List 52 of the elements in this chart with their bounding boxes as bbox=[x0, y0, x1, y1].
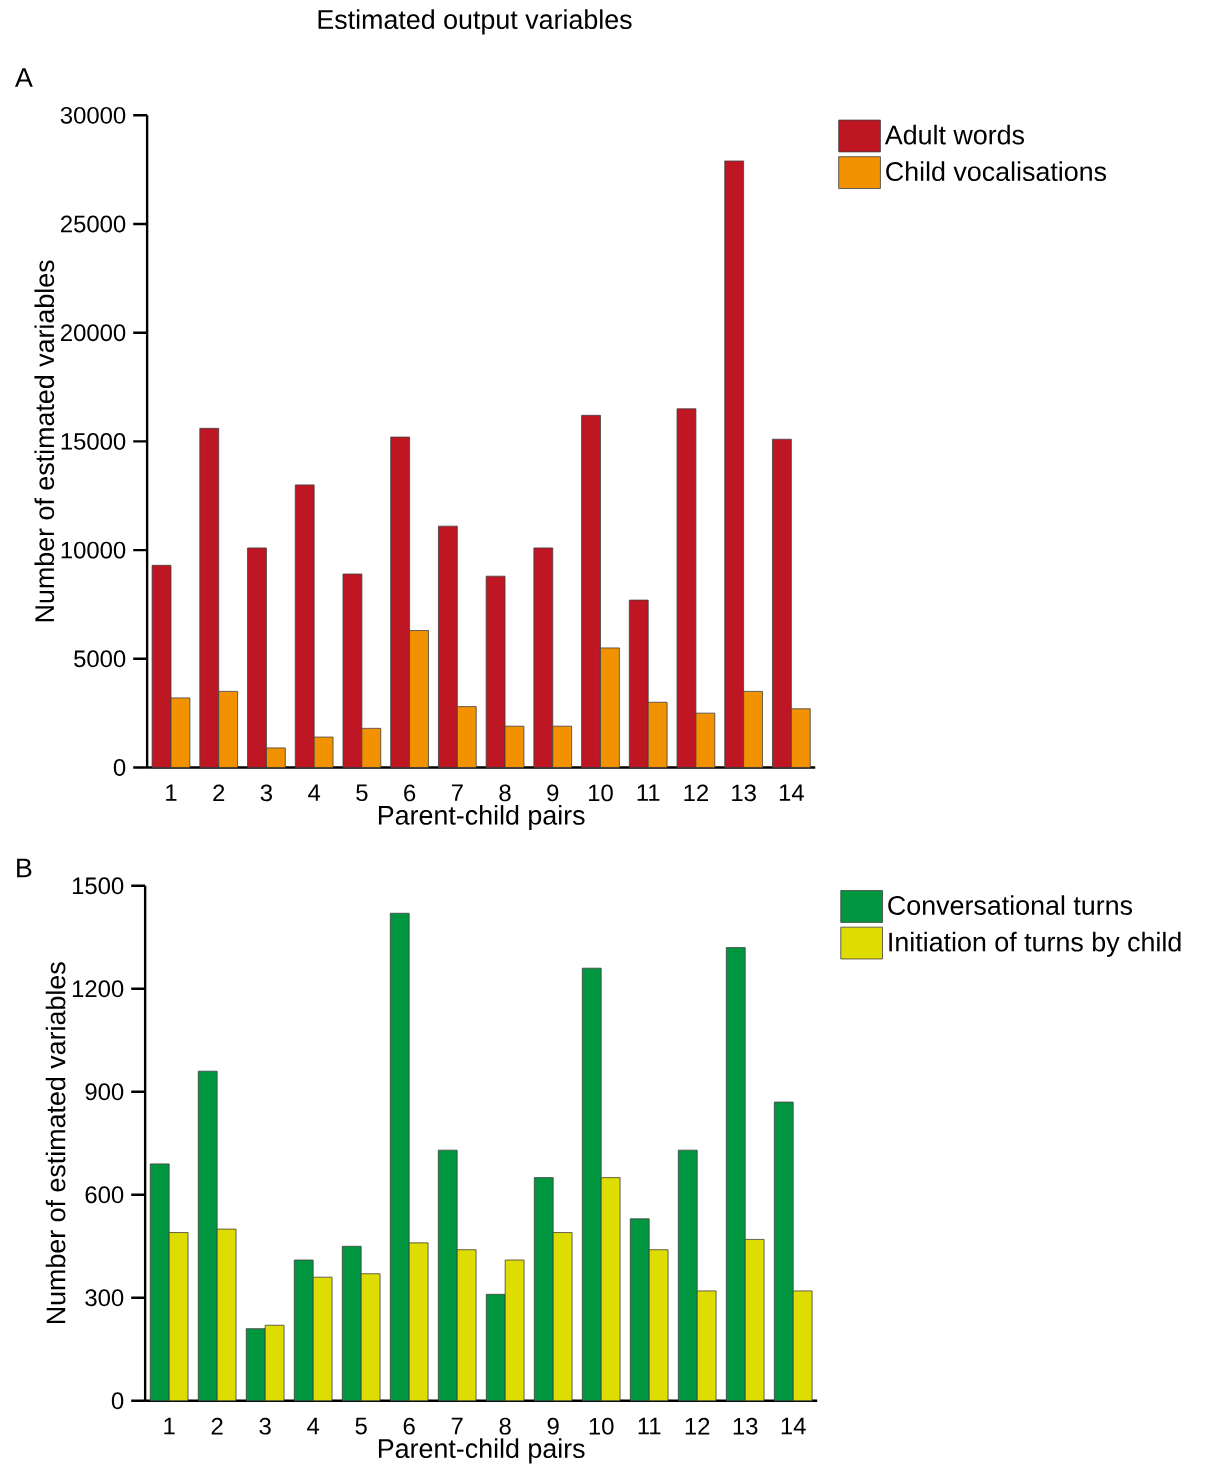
x-tick-label: 14 bbox=[779, 784, 805, 801]
x-tick-label: 4 bbox=[308, 784, 321, 801]
x-tick-label: 12 bbox=[684, 784, 709, 802]
legend-label: Adult words bbox=[884, 124, 1025, 145]
x-tick-label: 1 bbox=[166, 784, 177, 801]
x-axis-title: Parent-child pairs bbox=[379, 805, 585, 831]
x-tick-label: 11 bbox=[637, 784, 660, 801]
x-tick-label: 1 bbox=[164, 1417, 175, 1435]
x-tick-label: 9 bbox=[547, 1417, 559, 1435]
y-tick-label: 0 bbox=[111, 1392, 124, 1410]
y-tick-label: 900 bbox=[85, 1083, 124, 1101]
x-tick-label: 8 bbox=[499, 1417, 511, 1435]
y-tick-label: 1200 bbox=[73, 980, 124, 998]
y-tick-label: 30000 bbox=[60, 106, 126, 124]
x-tick-label: 8 bbox=[499, 784, 511, 802]
y-tick-label: 5000 bbox=[74, 650, 126, 668]
x-tick-label: 10 bbox=[589, 1417, 614, 1435]
x-tick-label: 4 bbox=[307, 1417, 320, 1435]
chart-title: Estimated output variables bbox=[318, 9, 632, 35]
x-tick-label: 12 bbox=[685, 1417, 710, 1435]
y-tick-label: 20000 bbox=[61, 324, 126, 342]
legend-label: Child vocalisations bbox=[886, 161, 1107, 182]
y-tick-label: 0 bbox=[113, 759, 126, 776]
x-tick-label: 6 bbox=[403, 1417, 415, 1435]
legend-label: Initiation of turns by child bbox=[889, 931, 1181, 957]
text: A bbox=[15, 68, 33, 87]
x-tick-label: 11 bbox=[638, 1417, 661, 1435]
y-axis-title: Number of estimated variables bbox=[45, 962, 66, 1324]
y-tick-label: 300 bbox=[85, 1289, 124, 1307]
x-tick-label: 3 bbox=[259, 1417, 271, 1435]
text: B bbox=[17, 858, 32, 878]
x-tick-label: 10 bbox=[589, 784, 613, 802]
y-tick-label: 15000 bbox=[61, 432, 126, 450]
x-tick-label: 2 bbox=[211, 1417, 223, 1435]
legend-label: Conversational turns bbox=[888, 895, 1133, 915]
y-tick-label: 10000 bbox=[61, 541, 126, 559]
x-tick-label: 5 bbox=[355, 1417, 367, 1435]
y-tick-label: 600 bbox=[85, 1186, 124, 1204]
x-tick-label: 2 bbox=[213, 784, 225, 802]
x-tick-label: 13 bbox=[732, 784, 756, 802]
x-tick-label: 3 bbox=[260, 784, 273, 802]
x-axis-title: Parent-child pairs bbox=[379, 1438, 585, 1464]
x-tick-label: 6 bbox=[404, 784, 416, 802]
x-tick-label: 7 bbox=[451, 784, 463, 801]
y-tick-label: 1500 bbox=[73, 877, 124, 895]
y-axis-title: Number of estimated variables bbox=[34, 260, 55, 622]
x-tick-label: 7 bbox=[451, 1417, 463, 1435]
x-tick-label: 9 bbox=[547, 784, 559, 802]
x-tick-label: 14 bbox=[781, 1417, 806, 1435]
x-tick-label: 5 bbox=[356, 784, 368, 802]
x-tick-label: 13 bbox=[733, 1417, 758, 1435]
y-tick-label: 25000 bbox=[61, 215, 126, 233]
